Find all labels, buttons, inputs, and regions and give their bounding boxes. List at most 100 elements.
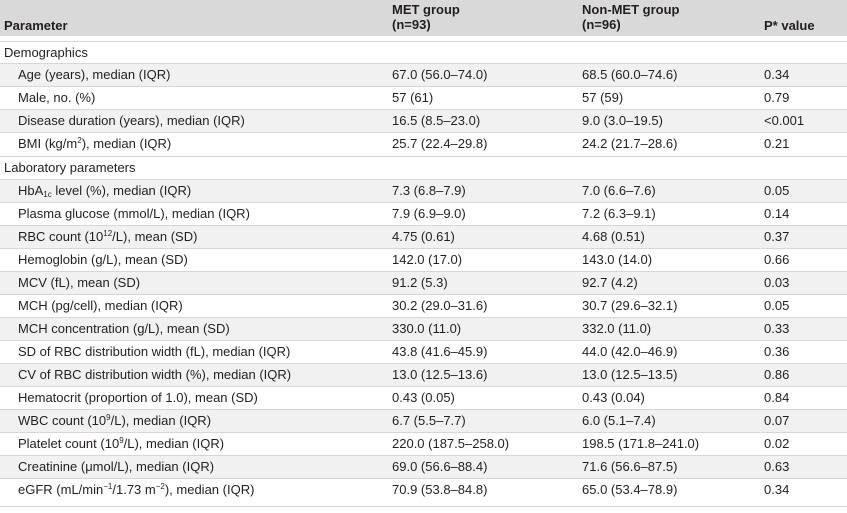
table-row: Hemoglobin (g/L), mean (SD) 142.0 (17.0)… (0, 248, 847, 271)
row-label: MCH (pg/cell), median (IQR) (18, 298, 183, 313)
p-value: 0.34 (764, 482, 790, 497)
nonmet-value: 13.0 (12.5–13.5) (582, 367, 678, 382)
met-value: 70.9 (53.8–84.8) (392, 482, 488, 497)
header-p-value: P* value (764, 18, 815, 33)
table-row: Hematocrit (proportion of 1.0), mean (SD… (0, 386, 847, 409)
p-value: <0.001 (764, 113, 805, 128)
row-label: Disease duration (years), median (IQR) (18, 113, 245, 128)
p-value: 0.36 (764, 344, 790, 359)
section-row-laboratory: Laboratory parameters (0, 156, 847, 179)
table-row: WBC count (109/L), median (IQR) 6.7 (5.5… (0, 409, 847, 432)
met-value: 4.75 (0.61) (392, 229, 455, 244)
met-value: 220.0 (187.5–258.0) (392, 436, 510, 451)
table-row: eGFR (mL/min−1/1.73 m−2), median (IQR) 7… (0, 478, 847, 501)
met-value: 67.0 (56.0–74.0) (392, 67, 488, 82)
p-value: 0.05 (764, 183, 790, 198)
met-value: 57 (61) (392, 90, 434, 105)
p-value: 0.86 (764, 367, 790, 382)
met-value: 7.9 (6.9–9.0) (392, 206, 466, 221)
met-value: 25.7 (22.4–29.8) (392, 136, 488, 151)
header-nonmet-group: Non-MET group (n=96) (582, 2, 679, 32)
p-value: 0.84 (764, 390, 790, 405)
p-value: 0.03 (764, 275, 790, 290)
row-label: Hemoglobin (g/L), mean (SD) (18, 252, 188, 267)
nonmet-value: 92.7 (4.2) (582, 275, 638, 290)
header-nonmet-label: Non-MET group (582, 2, 680, 17)
p-value: 0.34 (764, 67, 790, 82)
row-label: BMI (kg/m2), median (IQR) (18, 136, 172, 151)
nonmet-value: 6.0 (5.1–7.4) (582, 413, 656, 428)
table-row: Male, no. (%) 57 (61) 57 (59) 0.79 (0, 86, 847, 109)
met-value: 30.2 (29.0–31.6) (392, 298, 488, 313)
p-value: 0.66 (764, 252, 790, 267)
nonmet-value: 57 (59) (582, 90, 624, 105)
p-value: 0.07 (764, 413, 790, 428)
met-value: 13.0 (12.5–13.6) (392, 367, 488, 382)
p-value: 0.79 (764, 90, 790, 105)
row-label: HbA1c level (%), median (IQR) (18, 183, 192, 199)
row-label: WBC count (109/L), median (IQR) (18, 413, 212, 428)
row-label: Male, no. (%) (18, 90, 96, 105)
table-row: MCH (pg/cell), median (IQR) 30.2 (29.0–3… (0, 294, 847, 317)
section-label: Demographics (4, 45, 88, 60)
table-row: CV of RBC distribution width (%), median… (0, 363, 847, 386)
row-label: RBC count (1012/L), mean (SD) (18, 229, 198, 244)
header-met-n: (n=93) (392, 17, 431, 32)
row-label: Age (years), median (IQR) (18, 67, 171, 82)
header-nonmet-n: (n=96) (582, 17, 621, 32)
row-label: CV of RBC distribution width (%), median… (18, 367, 292, 382)
p-value: 0.63 (764, 459, 790, 474)
row-label: MCV (fL), mean (SD) (18, 275, 141, 290)
met-value: 330.0 (11.0) (392, 321, 462, 336)
table-row: HbA1c level (%), median (IQR) 7.3 (6.8–7… (0, 179, 847, 202)
p-value: 0.21 (764, 136, 790, 151)
table-row: Platelet count (109/L), median (IQR) 220… (0, 432, 847, 455)
row-label: SD of RBC distribution width (fL), media… (18, 344, 291, 359)
p-value: 0.14 (764, 206, 790, 221)
section-row-demographics: Demographics (0, 41, 847, 64)
nonmet-value: 24.2 (21.7–28.6) (582, 136, 678, 151)
p-value: 0.05 (764, 298, 790, 313)
nonmet-value: 143.0 (14.0) (582, 252, 653, 267)
p-value: 0.33 (764, 321, 790, 336)
header-met-label: MET group (392, 2, 460, 17)
met-value: 7.3 (6.8–7.9) (392, 183, 466, 198)
met-value: 16.5 (8.5–23.0) (392, 113, 481, 128)
table-bottom-rule (0, 506, 847, 507)
met-value: 6.7 (5.5–7.7) (392, 413, 466, 428)
met-value: 91.2 (5.3) (392, 275, 448, 290)
table-row: SD of RBC distribution width (fL), media… (0, 340, 847, 363)
table-row: Disease duration (years), median (IQR) 1… (0, 109, 847, 132)
p-value: 0.37 (764, 229, 790, 244)
table-row: Creatinine (μmol/L), median (IQR) 69.0 (… (0, 455, 847, 478)
nonmet-value: 9.0 (3.0–19.5) (582, 113, 663, 128)
table-row: Plasma glucose (mmol/L), median (IQR) 7.… (0, 202, 847, 225)
nonmet-value: 30.7 (29.6–32.1) (582, 298, 678, 313)
nonmet-value: 198.5 (171.8–241.0) (582, 436, 700, 451)
met-value: 43.8 (41.6–45.9) (392, 344, 488, 359)
met-value: 69.0 (56.6–88.4) (392, 459, 488, 474)
nonmet-value: 7.2 (6.3–9.1) (582, 206, 656, 221)
header-met-group: MET group (n=93) (392, 2, 460, 32)
table-row: RBC count (1012/L), mean (SD) 4.75 (0.61… (0, 225, 847, 248)
table-header: Parameter MET group (n=93) Non-MET group… (0, 0, 847, 36)
nonmet-value: 4.68 (0.51) (582, 229, 645, 244)
table-row: Age (years), median (IQR) 67.0 (56.0–74.… (0, 63, 847, 86)
row-label: Creatinine (μmol/L), median (IQR) (18, 459, 215, 474)
table-row: MCH concentration (g/L), mean (SD) 330.0… (0, 317, 847, 340)
row-label: MCH concentration (g/L), mean (SD) (18, 321, 230, 336)
nonmet-value: 44.0 (42.0–46.9) (582, 344, 678, 359)
p-value: 0.02 (764, 436, 790, 451)
nonmet-value: 71.6 (56.6–87.5) (582, 459, 678, 474)
met-value: 142.0 (17.0) (392, 252, 463, 267)
table-row: MCV (fL), mean (SD) 91.2 (5.3) 92.7 (4.2… (0, 271, 847, 294)
row-label: eGFR (mL/min−1/1.73 m−2), median (IQR) (18, 482, 255, 497)
row-label: Platelet count (109/L), median (IQR) (18, 436, 225, 451)
nonmet-value: 68.5 (60.0–74.6) (582, 67, 678, 82)
nonmet-value: 65.0 (53.4–78.9) (582, 482, 678, 497)
nonmet-value: 0.43 (0.04) (582, 390, 645, 405)
section-label: Laboratory parameters (4, 160, 136, 175)
nonmet-value: 7.0 (6.6–7.6) (582, 183, 656, 198)
row-label: Hematocrit (proportion of 1.0), mean (SD… (18, 390, 258, 405)
